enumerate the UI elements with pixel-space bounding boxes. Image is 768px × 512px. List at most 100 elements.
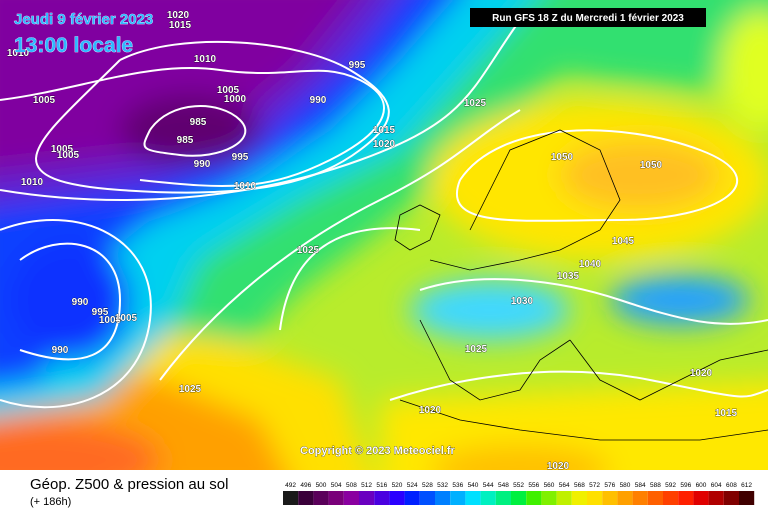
scale-swatch <box>450 491 466 505</box>
isobar-label: 1045 <box>612 236 635 247</box>
scale-swatch <box>511 491 527 505</box>
scale-label: 536 <box>452 482 463 489</box>
scale-label: 540 <box>468 482 479 489</box>
scale-label: 520 <box>392 482 403 489</box>
lead-time: (+ 186h) <box>30 496 71 508</box>
scale-swatch <box>298 491 314 505</box>
scale-label: 576 <box>604 482 615 489</box>
scale-label: 600 <box>696 482 707 489</box>
scale-swatch <box>526 491 542 505</box>
scale-label: 544 <box>483 482 494 489</box>
isobar-label: 1015 <box>715 408 738 419</box>
scale-label: 528 <box>422 482 433 489</box>
isobar-label: 1035 <box>557 271 580 282</box>
scale-swatch <box>708 491 724 505</box>
scale-swatch <box>328 491 344 505</box>
scale-swatch <box>480 491 496 505</box>
isobar-label: 1020 <box>547 461 570 472</box>
scale-swatch <box>556 491 572 505</box>
isobar-label: 1050 <box>640 160 663 171</box>
scale-swatch <box>495 491 511 505</box>
scale-swatch <box>739 491 755 505</box>
isobar-label: 1005 <box>51 144 74 155</box>
run-info: Run GFS 18 Z du Mercredi 1 février 2023 <box>492 13 684 24</box>
isobar-label: 1010 <box>194 54 217 65</box>
scale-swatch <box>663 491 679 505</box>
scale-label: 516 <box>376 482 387 489</box>
scale-label: 612 <box>741 482 752 489</box>
scale-label: 492 <box>285 482 296 489</box>
scale-label: 584 <box>635 482 646 489</box>
isobar-label: 990 <box>72 297 89 308</box>
scale-swatch <box>602 491 618 505</box>
isobar-label: 1050 <box>551 152 574 163</box>
scale-label: 496 <box>300 482 311 489</box>
coastlines <box>394 129 768 441</box>
isobar-label: 995 <box>92 307 109 318</box>
scale-swatch <box>632 491 648 505</box>
scale-label: 508 <box>346 482 357 489</box>
scale-label: 548 <box>498 482 509 489</box>
isobar-label: 1025 <box>465 344 488 355</box>
scale-swatch <box>723 491 739 505</box>
scale-swatch <box>693 491 709 505</box>
scale-swatch <box>587 491 603 505</box>
scale-label: 596 <box>680 482 691 489</box>
isobar-label: 985 <box>177 135 194 146</box>
isobar-label: 1010 <box>234 181 257 192</box>
isobar-label: 1000 <box>224 94 247 105</box>
scale-swatch <box>541 491 557 505</box>
scale-swatch <box>343 491 359 505</box>
isobar-label: 1020 <box>373 139 396 150</box>
isobar-label: 1000 <box>99 315 122 326</box>
isobar-label: 995 <box>349 60 366 71</box>
isobar-label: 1010 <box>7 48 30 59</box>
scale-swatch <box>389 491 405 505</box>
isobar-label: 990 <box>194 159 211 170</box>
isobar-label: 1005 <box>115 313 138 324</box>
scale-label: 580 <box>620 482 631 489</box>
isobar-label: 1020 <box>419 405 442 416</box>
scale-label: 572 <box>589 482 600 489</box>
forecast-date: Jeudi 9 février 2023 <box>14 11 153 28</box>
scale-swatch <box>571 491 587 505</box>
scale-label: 564 <box>559 482 570 489</box>
scale-swatch <box>419 491 435 505</box>
scale-label: 552 <box>513 482 524 489</box>
scale-label: 588 <box>650 482 661 489</box>
scale-swatch <box>404 491 420 505</box>
isobar-label: 1005 <box>217 85 240 96</box>
isobars <box>0 19 768 409</box>
scale-label: 532 <box>437 482 448 489</box>
isobar-label: 1015 <box>373 125 396 136</box>
isobar-label: 1030 <box>511 296 534 307</box>
scale-label: 568 <box>574 482 585 489</box>
isobar-label: 985 <box>190 117 207 128</box>
scale-label: 608 <box>726 482 737 489</box>
scale-label: 560 <box>544 482 555 489</box>
scale-swatch <box>283 491 299 505</box>
isobar-label: 1025 <box>297 245 320 256</box>
scale-label: 512 <box>361 482 372 489</box>
isobar-label: 1025 <box>179 384 202 395</box>
copyright: Copyright © 2023 Meteociel.fr <box>300 445 456 457</box>
run-box <box>470 8 706 27</box>
scale-swatch <box>313 491 329 505</box>
color-scale: 492 496 500 504 508 512 516 520 524 528 532 536 540 5… <box>283 482 755 505</box>
scale-swatch <box>678 491 694 505</box>
scale-swatch <box>647 491 663 505</box>
isobar-label: 1015 <box>169 20 192 31</box>
scale-label: 556 <box>528 482 539 489</box>
scale-swatch <box>435 491 451 505</box>
scale-swatch <box>359 491 375 505</box>
scale-label: 504 <box>331 482 342 489</box>
isobar-label: 1040 <box>579 259 602 270</box>
scale-swatch <box>465 491 481 505</box>
forecast-time: 13:00 locale <box>14 34 133 57</box>
isobar-label: 1020 <box>690 368 713 379</box>
scale-label: 592 <box>665 482 676 489</box>
product-title: Géop. Z500 & pression au sol <box>30 476 228 493</box>
isobar-label: 1020 <box>167 10 190 21</box>
